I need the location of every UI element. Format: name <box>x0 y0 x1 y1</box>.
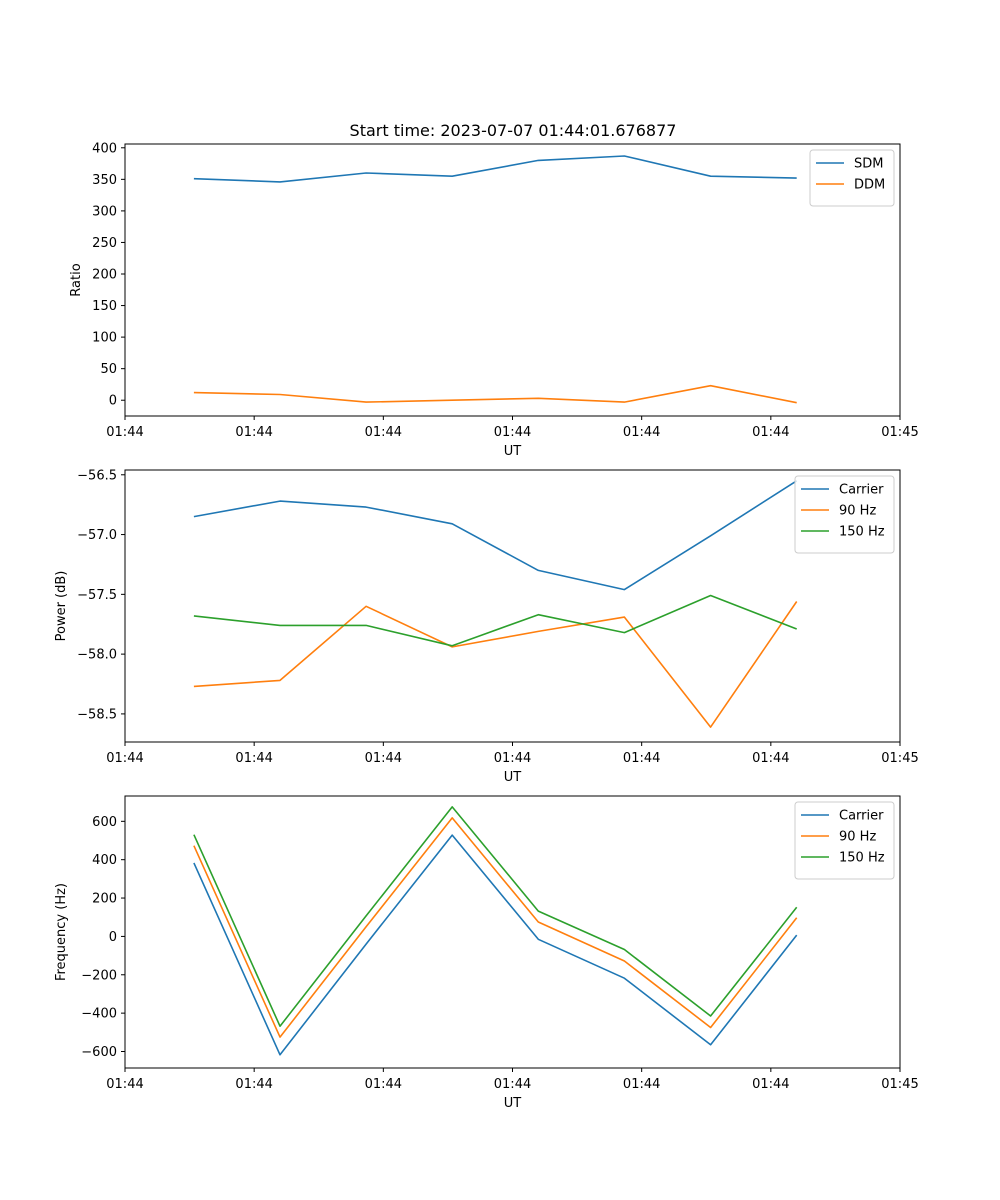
frequency-y-tick-label: −200 <box>81 968 117 983</box>
ratio-legend <box>809 149 895 207</box>
frequency-x-tick-label: 01:45 <box>881 1077 918 1092</box>
power-y-tick-label: −58.5 <box>77 707 117 722</box>
frequency-legend <box>794 801 895 880</box>
ratio-x-axis-label: UT <box>504 444 522 459</box>
power-y-tick-label: −57.0 <box>77 528 117 543</box>
power-y-tick-label: −57.5 <box>77 588 117 603</box>
frequency-series-150-hz-line <box>193 806 798 1027</box>
ratio-y-tick-label: 300 <box>92 204 117 219</box>
frequency-y-tick-label: 0 <box>109 930 117 945</box>
ratio-y-tick-label: 150 <box>92 299 117 314</box>
frequency-plot-area <box>125 796 900 1068</box>
ratio-y-tick-label: 200 <box>92 268 117 283</box>
frequency-y-tick-label: −600 <box>81 1045 117 1060</box>
power-series-150-hz-line <box>193 594 797 647</box>
figure-title: Start time: 2023-07-07 01:44:01.676877 <box>350 121 677 140</box>
power-series-90-hz-line <box>193 601 798 728</box>
power-chart: −56.5 −57.0 −57.5 −58.0 −58.5 01:44 01:44 01:44… <box>54 468 919 785</box>
ratio-x-tick-label: 01:44 <box>106 425 143 440</box>
ratio-axes-frame <box>124 143 901 417</box>
power-x-tick-label: 01:44 <box>494 751 531 766</box>
frequency-x-tick-label: 01:44 <box>235 1077 272 1092</box>
ratio-legend-label-sdm: SDM <box>854 157 883 172</box>
ratio-y-tick-label: 350 <box>92 173 117 188</box>
frequency-legend-label-carrier: Carrier <box>839 809 884 824</box>
frequency-x-axis-label: UT <box>504 1096 522 1111</box>
power-y-tick-label: −58.0 <box>77 648 117 663</box>
ratio-y-axis-label: Ratio <box>69 263 84 296</box>
power-legend <box>794 475 895 554</box>
power-x-tick-label: 01:45 <box>881 751 918 766</box>
power-x-axis-label: UT <box>504 770 522 785</box>
frequency-legend-label-90-hz: 90 Hz <box>839 830 876 845</box>
power-x-tick-label: 01:44 <box>752 751 789 766</box>
power-axes-frame <box>124 469 901 743</box>
ratio-y-tick-label: 50 <box>100 362 117 377</box>
frequency-x-tick-label: 01:44 <box>752 1077 789 1092</box>
ratio-chart: 0 50 100 150 200 250 300 350 400 01:44 01:44 01:44 0… <box>69 141 919 459</box>
frequency-y-axis-label: Frequency (Hz) <box>54 883 69 981</box>
power-x-tick-label: 01:44 <box>235 751 272 766</box>
frequency-x-tick-label: 01:44 <box>365 1077 402 1092</box>
ratio-x-tick-label: 01:44 <box>365 425 402 440</box>
ratio-x-tick-label: 01:45 <box>881 425 918 440</box>
frequency-y-tick-label: 400 <box>92 853 117 868</box>
ratio-plot-area <box>125 144 900 416</box>
ratio-y-tick-label: 0 <box>109 394 117 409</box>
frequency-x-tick-label: 01:44 <box>106 1077 143 1092</box>
frequency-chart: 600 400 200 0 −200 −400 −600 01:44 01:44 01:44 01:… <box>54 795 919 1111</box>
power-x-tick-label: 01:44 <box>365 751 402 766</box>
ratio-y-tick-label: 100 <box>92 331 117 346</box>
power-x-tick-label: 01:44 <box>106 751 143 766</box>
power-series-carrier-line <box>193 480 798 591</box>
ratio-x-tick-label: 01:44 <box>752 425 789 440</box>
frequency-axes-frame <box>124 795 901 1069</box>
power-x-tick-label: 01:44 <box>623 751 660 766</box>
ratio-legend-label-ddm: DDM <box>854 178 885 193</box>
frequency-y-tick-label: 600 <box>92 815 117 830</box>
ratio-series-ddm-line <box>193 384 797 404</box>
power-legend-label-150-hz: 150 Hz <box>839 525 885 540</box>
power-plot-area <box>125 470 900 742</box>
frequency-x-tick-label: 01:44 <box>623 1077 660 1092</box>
frequency-y-tick-label: 200 <box>92 892 117 907</box>
power-legend-label-carrier: Carrier <box>839 483 884 498</box>
power-y-tick-label: −56.5 <box>77 468 117 483</box>
ratio-x-tick-label: 01:44 <box>235 425 272 440</box>
ratio-y-tick-label: 250 <box>92 236 117 251</box>
frequency-series-carrier-line <box>193 834 798 1056</box>
ratio-y-tick-label: 400 <box>92 141 117 156</box>
ratio-x-tick-label: 01:44 <box>494 425 531 440</box>
frequency-series-90-hz-line <box>193 817 798 1038</box>
frequency-x-tick-label: 01:44 <box>494 1077 531 1092</box>
ratio-x-tick-label: 01:44 <box>623 425 660 440</box>
power-legend-label-90-hz: 90 Hz <box>839 504 876 519</box>
frequency-y-tick-label: −400 <box>81 1007 117 1022</box>
ratio-series-sdm-line <box>193 155 797 183</box>
power-y-axis-label: Power (dB) <box>54 571 69 642</box>
frequency-legend-label-150-hz: 150 Hz <box>839 851 885 866</box>
